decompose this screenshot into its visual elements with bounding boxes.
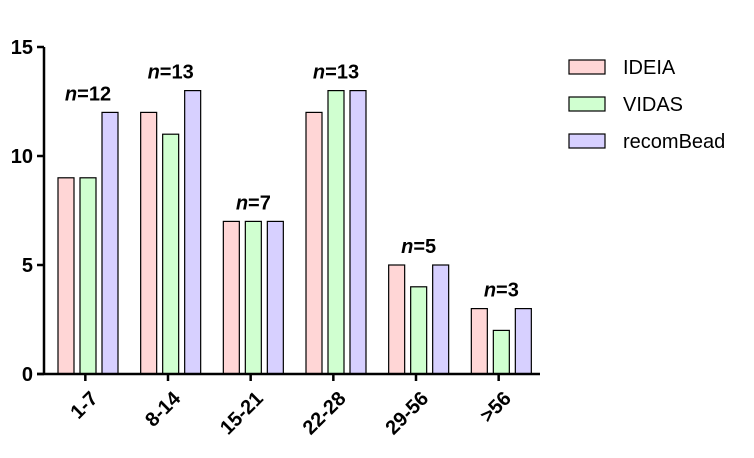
bar-ideia-0 bbox=[57, 177, 75, 375]
y-tick-label-3: 15 bbox=[11, 37, 33, 59]
bar-vidas-5 bbox=[492, 329, 510, 375]
legend-swatch-ideia bbox=[568, 59, 606, 75]
n-annotation-prefix: n bbox=[484, 280, 496, 302]
bar-vidas-1 bbox=[162, 133, 180, 375]
n-annotation-prefix: n bbox=[236, 192, 248, 214]
legend-label-ideia: IDEIA bbox=[623, 57, 676, 79]
x-tick-label-0: 1-7 bbox=[66, 388, 102, 424]
bar-ideia-5 bbox=[470, 308, 488, 375]
bar-ideia-1 bbox=[140, 111, 158, 375]
legend-swatch-recombead bbox=[568, 133, 606, 149]
legend-swatch-vidas bbox=[568, 96, 606, 112]
annotations-layer: n=12n=13n=7n=13n=5n=3 bbox=[65, 62, 519, 302]
n-annotation-2: n=7 bbox=[236, 192, 271, 214]
bar-vidas-0 bbox=[79, 177, 97, 375]
n-annotation-prefix: n bbox=[65, 83, 77, 105]
bar-vidas-4 bbox=[410, 286, 428, 375]
x-tick-label-3: 22-28 bbox=[299, 388, 351, 440]
bar-ideia-2 bbox=[222, 220, 240, 375]
x-tick-label-4: 29-56 bbox=[381, 388, 433, 440]
n-annotation-value: =13 bbox=[160, 62, 194, 84]
bar-recombead-5 bbox=[514, 308, 532, 375]
bars-layer bbox=[57, 89, 532, 375]
n-annotation-value: =5 bbox=[413, 236, 436, 258]
legend-label-recombead: recomBead bbox=[623, 131, 725, 153]
y-tick-label-1: 5 bbox=[22, 255, 33, 277]
x-tick-label-1: 8-14 bbox=[141, 387, 185, 431]
n-annotation-prefix: n bbox=[313, 62, 325, 84]
n-annotation-1: n=13 bbox=[148, 62, 194, 84]
bar-recombead-1 bbox=[184, 89, 202, 375]
n-annotation-3: n=13 bbox=[313, 62, 359, 84]
legend: IDEIA VIDAS recomBead bbox=[568, 57, 725, 153]
n-annotation-5: n=3 bbox=[484, 280, 519, 302]
legend-label-vidas: VIDAS bbox=[623, 94, 683, 116]
x-tick-label-5: >56 bbox=[476, 388, 516, 428]
n-annotation-0: n=12 bbox=[65, 83, 111, 105]
n-annotation-prefix: n bbox=[148, 62, 160, 84]
bar-recombead-2 bbox=[266, 220, 284, 375]
bar-vidas-2 bbox=[244, 220, 262, 375]
bar-vidas-3 bbox=[327, 89, 345, 375]
bar-recombead-3 bbox=[349, 89, 367, 375]
y-tick-label-0: 0 bbox=[22, 364, 33, 386]
n-annotation-value: =7 bbox=[248, 192, 271, 214]
n-annotation-4: n=5 bbox=[401, 236, 436, 258]
y-tick-label-2: 10 bbox=[11, 146, 33, 168]
bar-ideia-4 bbox=[388, 264, 406, 375]
bar-ideia-3 bbox=[305, 111, 323, 375]
bar-recombead-0 bbox=[101, 111, 119, 375]
n-annotation-value: =12 bbox=[77, 83, 111, 105]
n-annotation-prefix: n bbox=[401, 236, 413, 258]
bar-recombead-4 bbox=[432, 264, 450, 375]
x-tick-label-2: 15-21 bbox=[216, 388, 268, 440]
n-annotation-value: =3 bbox=[496, 280, 519, 302]
n-annotation-value: =13 bbox=[325, 62, 359, 84]
